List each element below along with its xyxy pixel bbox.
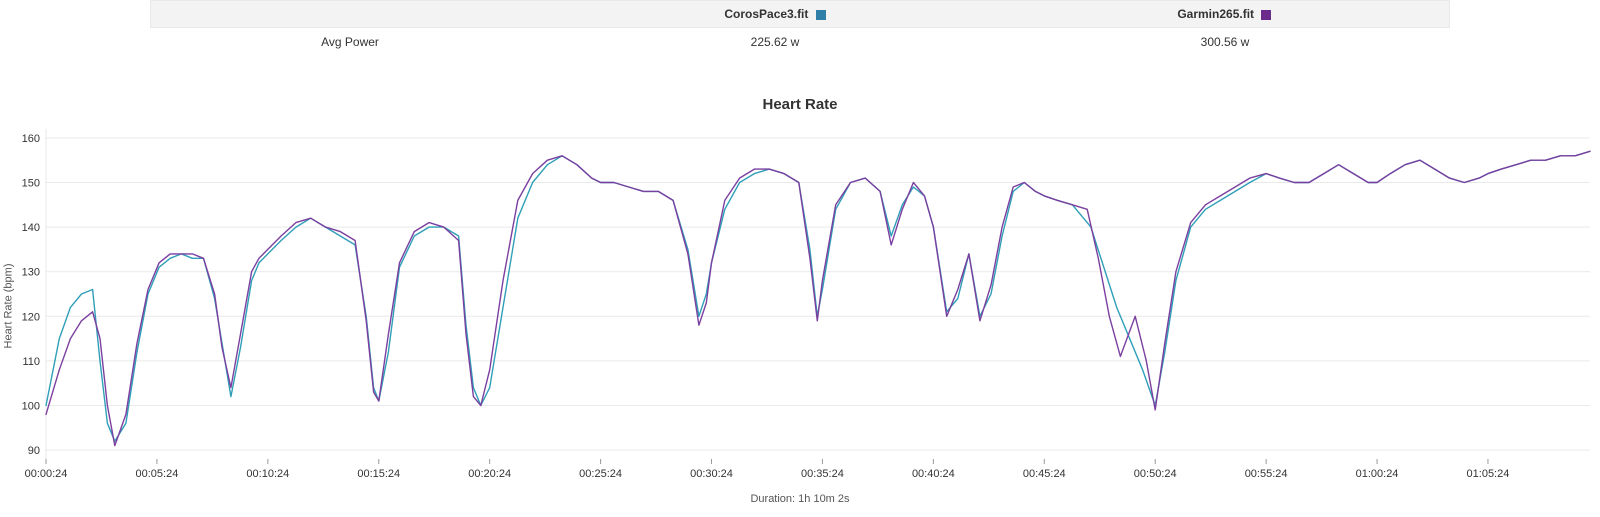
chart-area: Heart Rate (bpm) 90 100 110 120 130 140 150 160… — [0, 121, 1600, 491]
x-tick-label: 00:15:24 — [357, 468, 400, 480]
summary-data-row: Avg Power 225.62 w 300.56 w — [150, 28, 1450, 56]
y-tick-label: 120 — [22, 311, 40, 323]
y-tick-label: 100 — [22, 400, 40, 412]
row-value-1: 300.56 w — [1000, 35, 1450, 49]
series-0-label: CorosPace3.fit — [724, 7, 808, 21]
x-tick-label: 01:00:24 — [1356, 468, 1399, 480]
chart-title: Heart Rate — [0, 96, 1600, 113]
y-tick-label: 150 — [22, 178, 40, 190]
x-axis-label: Duration: 1h 10m 2s — [0, 493, 1600, 505]
x-tick-label: 01:05:24 — [1467, 468, 1510, 480]
x-tick-label: 00:30:24 — [690, 468, 733, 480]
y-tick-label: 130 — [22, 267, 40, 279]
series-line-1 — [46, 151, 1590, 445]
series-line-0 — [46, 151, 1590, 441]
series-0-swatch — [816, 10, 826, 20]
y-axis-label: Heart Rate (bpm) — [2, 264, 14, 349]
x-tick-label: 00:35:24 — [801, 468, 844, 480]
x-tick-label: 00:00:24 — [25, 468, 68, 480]
summary-table: CorosPace3.fit Garmin265.fit Avg Power 2… — [150, 0, 1450, 56]
series-1-label: Garmin265.fit — [1177, 7, 1254, 21]
x-tick-label: 00:05:24 — [136, 468, 179, 480]
row-label: Avg Power — [150, 35, 550, 49]
x-tick-label: 00:25:24 — [579, 468, 622, 480]
x-tick-label: 00:40:24 — [912, 468, 955, 480]
line-chart: 90 100 110 120 130 140 150 160 00:00:24 00:05:24 0… — [0, 121, 1600, 491]
grid — [46, 129, 1590, 459]
x-tick-label: 00:10:24 — [246, 468, 289, 480]
y-tick-label: 110 — [22, 356, 40, 368]
series-1-swatch — [1261, 10, 1271, 20]
row-value-0: 225.62 w — [550, 35, 1000, 49]
x-tick-label: 00:55:24 — [1245, 468, 1288, 480]
x-tick-label: 00:45:24 — [1023, 468, 1066, 480]
y-tick-label: 90 — [28, 445, 40, 457]
y-tick-label: 140 — [22, 222, 40, 234]
summary-header-row: CorosPace3.fit Garmin265.fit — [150, 0, 1450, 28]
x-tick-label: 00:50:24 — [1134, 468, 1177, 480]
y-tick-label: 160 — [22, 133, 40, 145]
x-tick-label: 00:20:24 — [468, 468, 511, 480]
